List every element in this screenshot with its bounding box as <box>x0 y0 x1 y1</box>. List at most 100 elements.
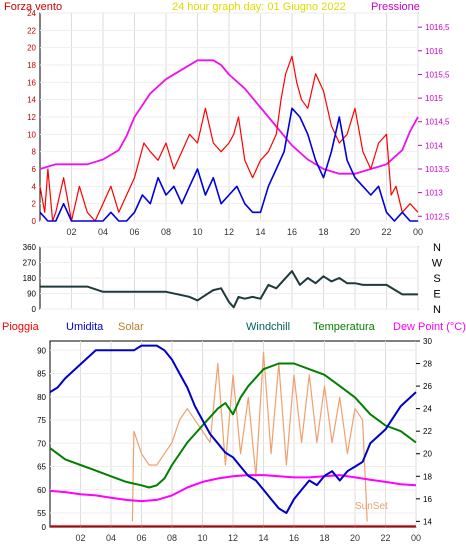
panel3-y-left-tick-label: 55 <box>37 509 46 518</box>
panel3-y-left-tick-label: 70 <box>37 439 46 448</box>
panel3-y-left-tick-label: 90 <box>37 346 46 355</box>
panel3-x-tick-label: 08 <box>167 533 177 543</box>
panel3-x-tick-label: 20 <box>350 533 360 543</box>
panel1-y-left-tick-label: 0 <box>32 217 37 226</box>
panel2-y-tick-label: 90 <box>27 290 36 299</box>
panel1-x-tick-label: 08 <box>161 227 171 237</box>
panel1-y-left-tick-label: 10 <box>27 130 36 139</box>
panel1-x-axis: 02 04 06 08 10 12 14 16 18 20 22 00 <box>66 227 423 237</box>
panel3-y-right-tick-label: 28 <box>423 360 432 369</box>
panel1-y-left-tick-label: 4 <box>32 182 37 191</box>
panel3-x-tick-label: 06 <box>136 533 146 543</box>
panel1-y-right-tick-label: 1016,5 <box>425 23 450 32</box>
compass-label: N <box>433 304 441 316</box>
panel1-left-title: Forza vento <box>4 1 62 13</box>
panel1-y-right-tick-label: 1014 <box>425 141 443 150</box>
panel1-x-tick-label: 22 <box>381 227 391 237</box>
panel3-x-tick-label: 14 <box>258 533 268 543</box>
panel3-x-tick-label: 00 <box>411 533 421 543</box>
legend-windchill: Windchill <box>246 321 290 333</box>
panel1-x-tick-label: 18 <box>318 227 328 237</box>
panel1-y-left-tick-label: 14 <box>27 96 36 105</box>
panel2-y-tick-label: 360 <box>23 243 37 252</box>
panel2-y-tick-label: 270 <box>23 259 37 268</box>
legend-umidita: Umidita <box>66 321 104 333</box>
panel3-x-tick-label: 04 <box>106 533 116 543</box>
panel2-series <box>40 270 418 309</box>
pressure-line <box>39 59 419 175</box>
compass-label: N <box>433 242 441 254</box>
panel3-y-left-axis: 0 55 60 65 70 75 80 85 90 <box>37 346 46 532</box>
panel3-y-right-axis: 14 16 18 20 22 24 26 28 30 <box>416 337 432 526</box>
panel3-y-right-tick-label: 20 <box>423 450 432 459</box>
panel3-y-right-tick-label: 18 <box>423 472 432 481</box>
panel1-y-left-tick-label: 18 <box>27 61 36 70</box>
panel3-y-right-tick-label: 30 <box>423 337 432 346</box>
compass-label: W <box>432 258 443 270</box>
panel1-y-right-tick-label: 1014,5 <box>425 118 450 127</box>
panel3-x-tick-label: 18 <box>319 533 329 543</box>
panel1-y-right-tick-label: 1016 <box>425 47 443 56</box>
panel1-y-right-tick-label: 1012,5 <box>425 212 450 221</box>
legend-solar: Solar <box>118 321 144 333</box>
wind-direction-line <box>40 270 418 309</box>
panel2-y-tick-label: 180 <box>23 274 37 283</box>
panel1-x-tick-label: 12 <box>224 227 234 237</box>
wind-gust-line <box>39 55 419 222</box>
panel1-y-left-tick-label: 8 <box>32 148 37 157</box>
panel3-x-tick-label: 16 <box>289 533 299 543</box>
panel3-y-left-tick-label: 0 <box>42 523 47 532</box>
sunset-label: SunSet <box>355 501 388 512</box>
panel1-x-tick-label: 14 <box>255 227 265 237</box>
panel1-x-tick-label: 06 <box>129 227 139 237</box>
panel1-center-title: 24 hour graph day: 01 Giugno 2022 <box>172 1 346 13</box>
panel3-y-right-tick-label: 14 <box>423 517 432 526</box>
panel-temp-humidity: Pioggia Umidita Solar Windchill Temperat… <box>2 321 466 543</box>
panel3-series <box>49 344 417 527</box>
panel3-y-right-tick-label: 24 <box>423 405 432 414</box>
panel1-y-right-tick-label: 1013 <box>425 189 443 198</box>
panel1-grid <box>40 12 419 222</box>
panel3-y-left-tick-label: 80 <box>37 393 46 402</box>
panel3-y-right-tick-label: 16 <box>423 495 432 504</box>
panel1-x-tick-label: 00 <box>413 227 423 237</box>
humidity-line <box>49 344 417 514</box>
panel2-y-tick-label: 0 <box>32 305 37 314</box>
panel1-right-title: Pressione <box>371 1 420 13</box>
solar-line <box>131 351 368 522</box>
compass-label: E <box>433 289 440 301</box>
panel3-y-left-tick-label: 85 <box>37 370 46 379</box>
panel1-y-right-tick-label: 1013,5 <box>425 165 450 174</box>
panel2-grid <box>40 246 419 310</box>
panel1-y-right-tick-label: 1015,5 <box>425 70 450 79</box>
panel1-series <box>39 55 419 222</box>
panel1-y-left-tick-label: 22 <box>27 26 36 35</box>
panel3-y-left-tick-label: 75 <box>37 416 46 425</box>
panel3-y-right-tick-label: 22 <box>423 427 432 436</box>
panel1-x-tick-label: 02 <box>66 227 76 237</box>
temperature-line <box>49 362 417 489</box>
panel3-x-axis: 02 04 06 08 10 12 14 16 18 20 22 00 <box>75 533 421 543</box>
legend-pioggia: Pioggia <box>2 321 40 333</box>
panel3-x-tick-label: 22 <box>380 533 390 543</box>
panel3-x-tick-label: 12 <box>228 533 238 543</box>
dewpoint-line <box>49 474 417 503</box>
panel1-x-tick-label: 04 <box>98 227 108 237</box>
panel3-y-right-tick-label: 26 <box>423 382 432 391</box>
panel1-y-right-tick-label: 1015 <box>425 94 443 103</box>
panel1-y-left-tick-label: 2 <box>32 200 37 209</box>
panel1-y-left-tick-label: 16 <box>27 78 36 87</box>
legend-temperatura: Temperatura <box>313 321 376 333</box>
panel3-y-left-tick-label: 60 <box>37 486 46 495</box>
panel1-x-tick-label: 10 <box>192 227 202 237</box>
panel1-x-tick-label: 20 <box>350 227 360 237</box>
panel1-y-left-tick-label: 12 <box>27 113 36 122</box>
panel1-y-left-tick-label: 6 <box>32 165 37 174</box>
panel1-x-tick-label: 16 <box>287 227 297 237</box>
panel2-y-axis: 0 90 180 270 360 <box>23 243 37 314</box>
compass-label: S <box>433 273 440 285</box>
